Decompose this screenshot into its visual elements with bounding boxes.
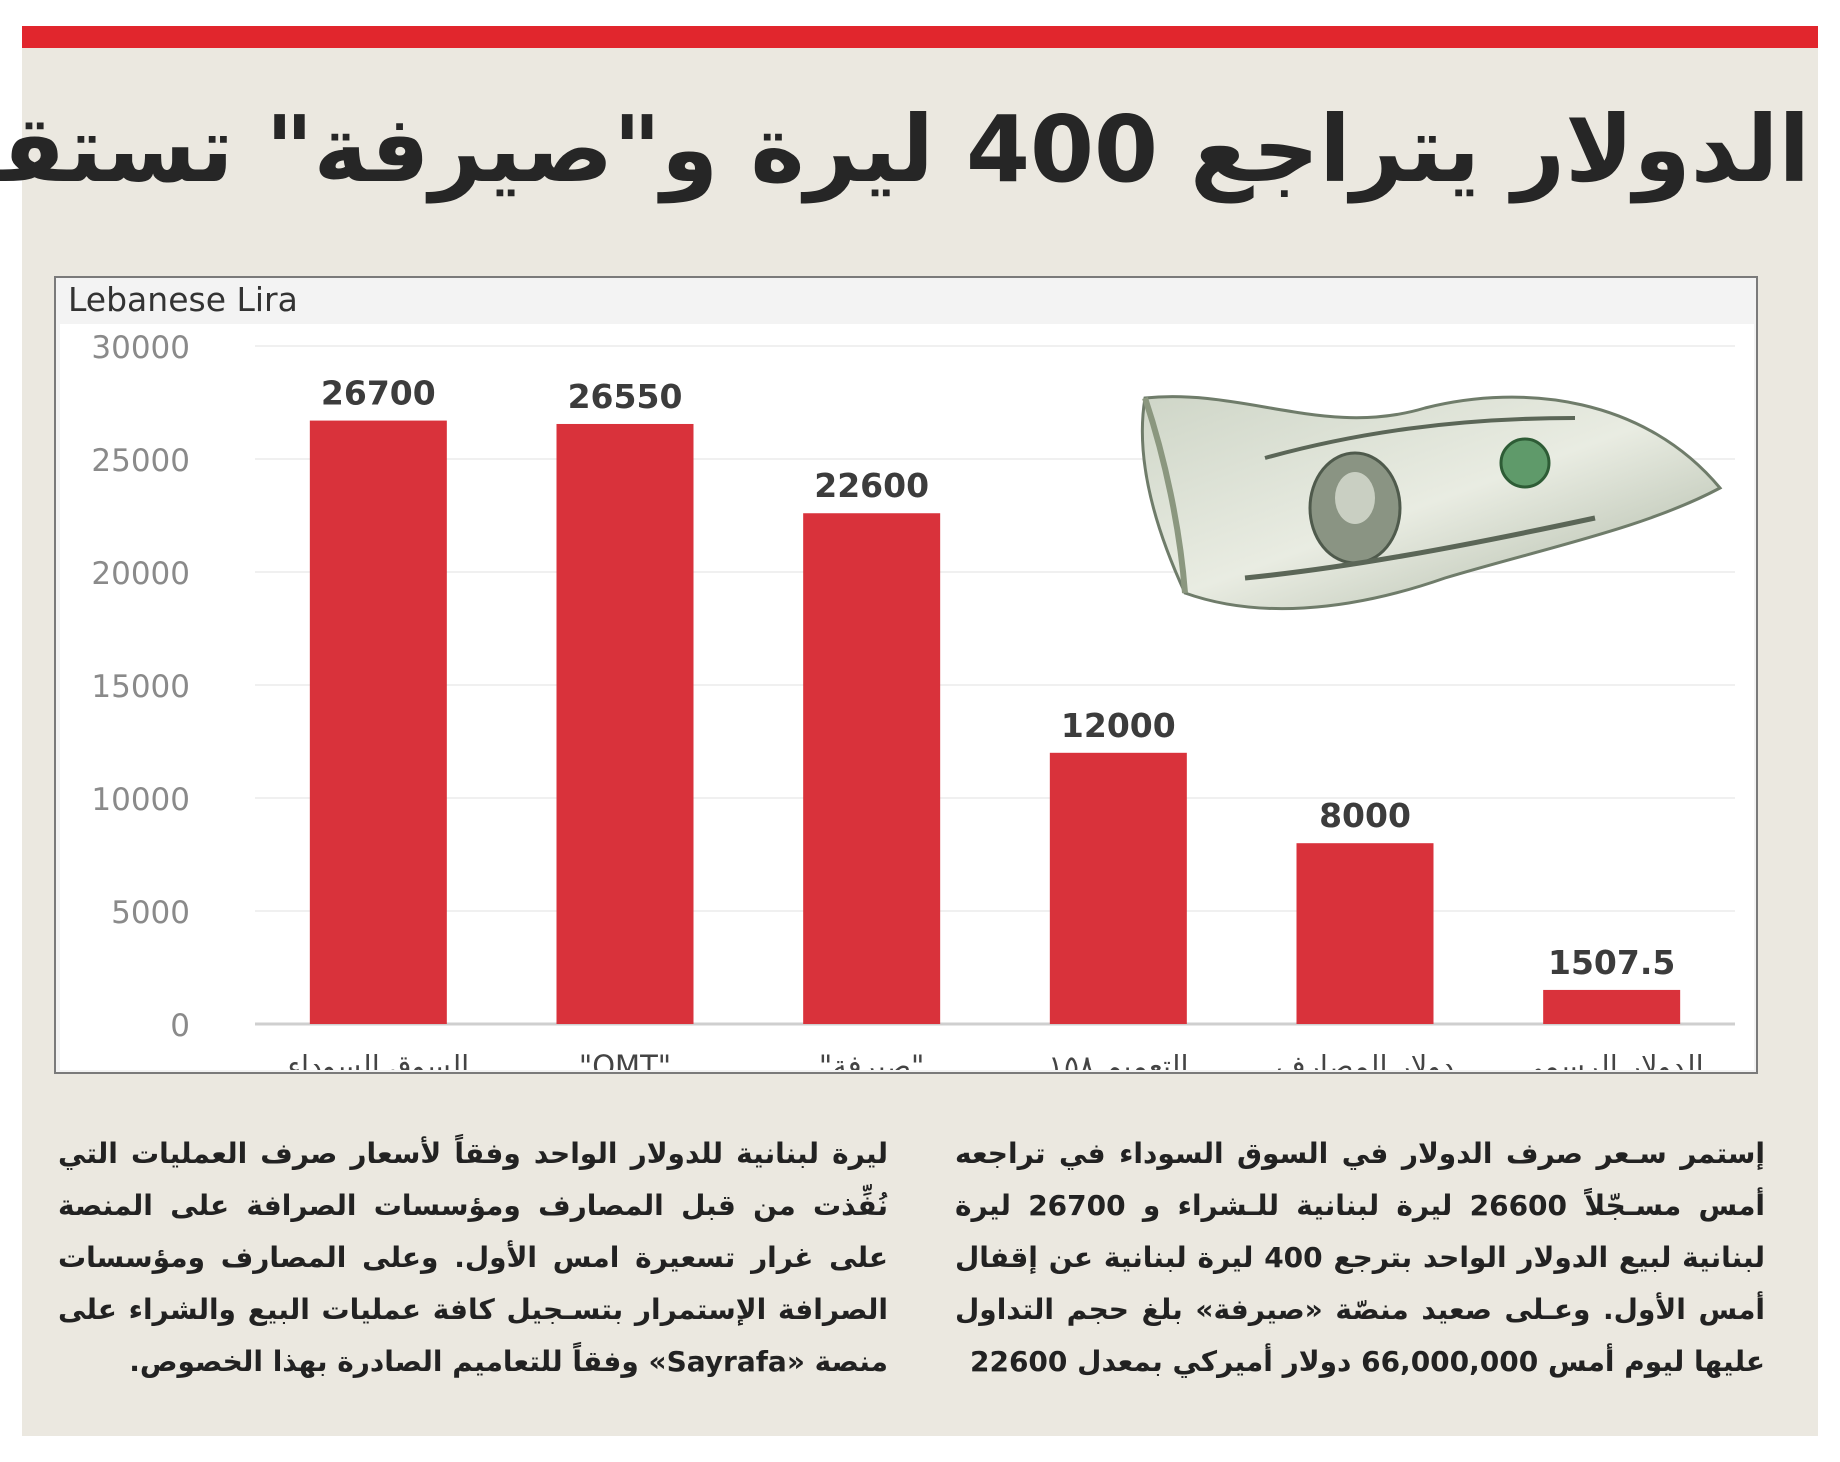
plot-area: 0 5000 10000 15000 20000 25000 30000 26700 السوق… xyxy=(60,324,1754,1070)
bar xyxy=(1049,752,1187,1024)
y-axis-label: Lebanese Lira xyxy=(68,280,298,319)
bar xyxy=(1543,989,1681,1024)
x-tick-label: "OMT" xyxy=(579,1049,671,1070)
chart-frame: Lebanese Lira 0 5000 10000 15000 20000 25000 3… xyxy=(54,276,1758,1074)
data-label: 22600 xyxy=(814,466,929,505)
x-tick-label: الدولار الرسمي xyxy=(1520,1049,1704,1070)
bar xyxy=(803,513,941,1024)
top-accent-bar xyxy=(22,26,1818,48)
y-tick-label: 25000 xyxy=(91,443,190,479)
y-tick-label: 5000 xyxy=(111,895,190,931)
data-label: 12000 xyxy=(1061,706,1176,745)
data-label: 1507.5 xyxy=(1548,943,1675,982)
data-label: 26700 xyxy=(321,374,436,413)
y-tick-label: 15000 xyxy=(91,669,190,705)
data-label: 26550 xyxy=(568,377,683,416)
x-tick-label: دولار المصارف xyxy=(1276,1049,1454,1070)
x-tick-label: السوق السوداء xyxy=(287,1049,469,1070)
bar-chart: 0 5000 10000 15000 20000 25000 30000 26700 السوق… xyxy=(91,330,1735,1070)
data-label: 8000 xyxy=(1319,796,1411,835)
bar xyxy=(556,423,694,1025)
headline: الدولار يتراجع 400 ليرة و"صيرفة" تستقرّ xyxy=(0,96,1810,203)
article-column-right: إستمر سـعر صرف الدولار في السوق السوداء … xyxy=(955,1137,1765,1378)
x-tick-label: "صيرفة" xyxy=(819,1049,924,1070)
y-tick-label: 30000 xyxy=(91,330,190,366)
one-dollar-bill-icon xyxy=(1140,395,1723,611)
bar xyxy=(309,420,447,1024)
y-tick-label: 20000 xyxy=(91,556,190,592)
article-column-left: ليرة لبنانية للدولار الواحد وفقاً لأسعار… xyxy=(58,1137,888,1378)
x-tick-label: التعميم ١٥٨ xyxy=(1048,1049,1188,1070)
y-tick-label: 0 xyxy=(170,1008,190,1044)
y-tick-label: 10000 xyxy=(91,782,190,818)
bar xyxy=(1296,843,1434,1024)
